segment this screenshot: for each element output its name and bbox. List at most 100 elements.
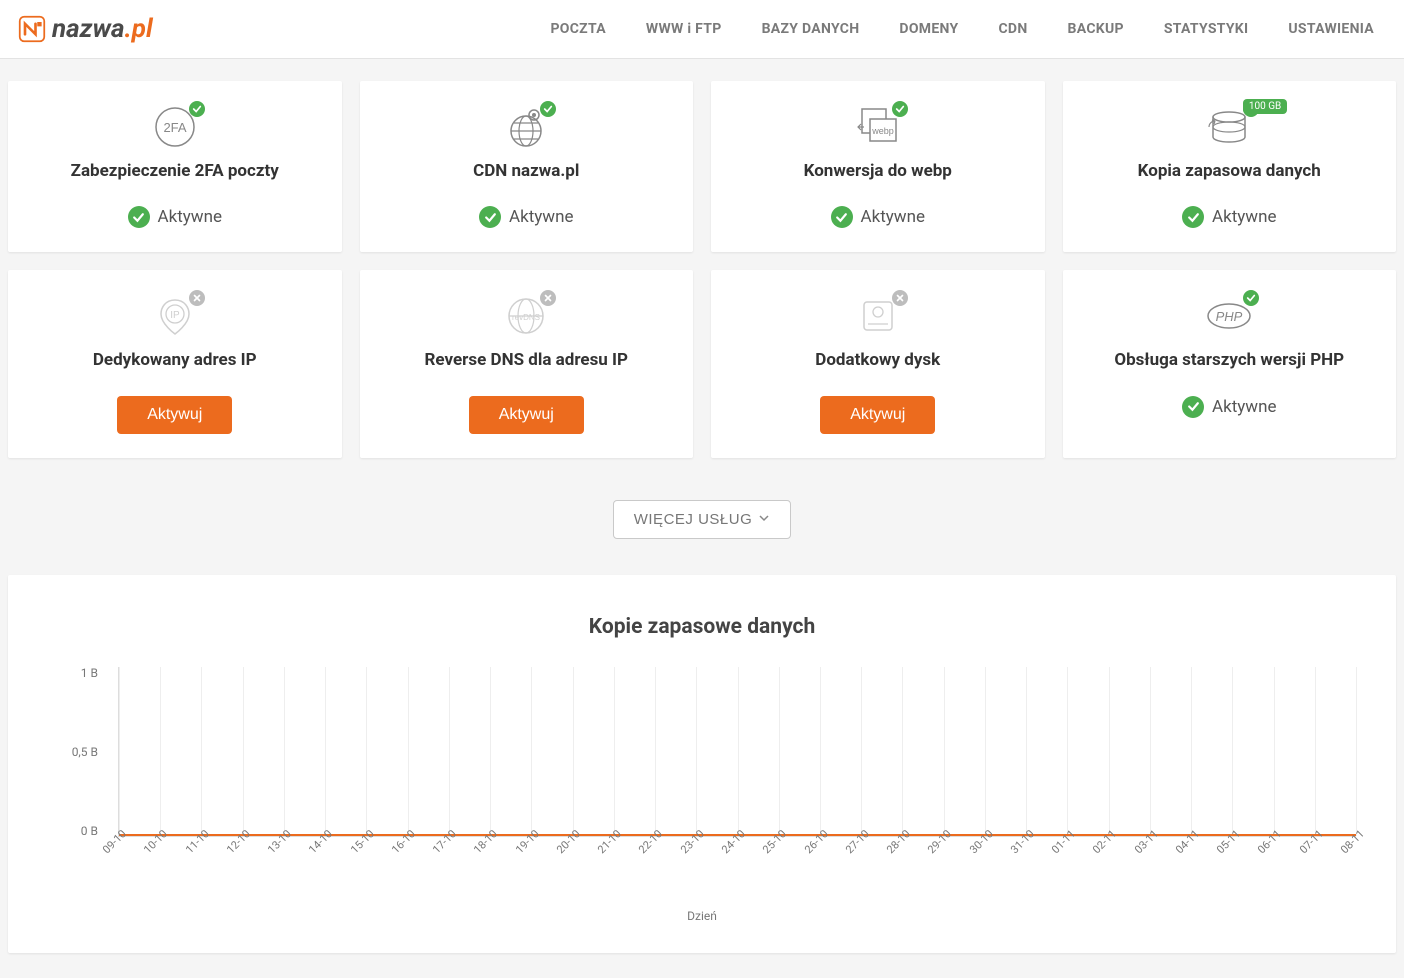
gridline	[1067, 667, 1068, 836]
status-dot-icon	[540, 101, 556, 117]
status-dot-icon	[892, 101, 908, 117]
service-cards-grid: 2FAZabezpieczenie 2FA pocztyAktywneCDN n…	[8, 81, 1396, 458]
nav-item-domeny[interactable]: DOMENY	[899, 21, 958, 37]
activate-button[interactable]: Aktywuj	[820, 396, 935, 434]
nav-item-bazy[interactable]: BAZY DANYCH	[762, 21, 860, 37]
content: 2FAZabezpieczenie 2FA pocztyAktywneCDN n…	[0, 59, 1404, 953]
gridline	[944, 667, 945, 836]
gridline	[820, 667, 821, 836]
nav-item-statystyki[interactable]: STATYSTYKI	[1164, 21, 1249, 37]
svg-text:revDNS: revDNS	[512, 313, 540, 322]
nav-item-cdn[interactable]: CDN	[998, 21, 1027, 37]
logo-text-suffix: .pl	[124, 14, 152, 44]
service-card-title: Obsługa starszych wersji PHP	[1114, 350, 1344, 371]
service-card[interactable]: 2FA Zabezpieczenie 2FA poczty Aktywne	[8, 81, 342, 252]
status-active: Aktywne	[1182, 396, 1277, 418]
status-dot-icon	[540, 290, 556, 306]
service-card[interactable]: revDNS Reverse DNS dla adresu IP Aktywuj	[360, 270, 694, 457]
plot-area	[118, 667, 1356, 837]
more-services-button[interactable]: WIĘCEJ USŁUG	[613, 500, 792, 539]
gridline	[1150, 667, 1151, 836]
check-icon	[128, 206, 150, 228]
service-card-title: Kopia zapasowa danych	[1138, 161, 1321, 182]
service-card[interactable]: 100 GB Kopia zapasowa danych Aktywne	[1063, 81, 1397, 252]
activate-button[interactable]: Aktywuj	[117, 396, 232, 434]
service-card-title: Dedykowany adres IP	[93, 350, 257, 371]
status-active-label: Aktywne	[861, 207, 926, 227]
status-active-label: Aktywne	[1212, 207, 1277, 227]
nav-item-backup[interactable]: BACKUP	[1068, 21, 1124, 37]
status-active-label: Aktywne	[1212, 397, 1277, 417]
x-axis-title: Dzień	[38, 909, 1366, 923]
svg-text:PHP: PHP	[1216, 309, 1243, 324]
check-icon	[1182, 396, 1204, 418]
y-tick-top: 1 B	[38, 667, 108, 679]
php-icon: PHP	[1201, 292, 1257, 340]
nav-item-www[interactable]: WWW i FTP	[646, 21, 722, 37]
main-nav: POCZTA WWW i FTP BAZY DANYCH DOMENY CDN …	[550, 21, 1374, 37]
gridline	[1232, 667, 1233, 836]
gridline	[1109, 667, 1110, 836]
status-active: Aktywne	[128, 206, 223, 228]
logo-icon	[18, 15, 46, 43]
gridline	[1191, 667, 1192, 836]
status-active: Aktywne	[479, 206, 574, 228]
gridline	[573, 667, 574, 836]
status-dot-icon	[892, 290, 908, 306]
service-card[interactable]: IP Dedykowany adres IP Aktywuj	[8, 270, 342, 457]
gridline	[490, 667, 491, 836]
y-axis: 1 B 0,5 B 0 B	[38, 667, 108, 837]
2fa-icon: 2FA	[147, 103, 203, 151]
check-icon	[1182, 206, 1204, 228]
gridline	[738, 667, 739, 836]
more-services-row: WIĘCEJ USŁUG	[8, 500, 1396, 539]
ip-icon: IP	[147, 292, 203, 340]
more-services-label: WIĘCEJ USŁUG	[634, 511, 753, 528]
x-axis-labels: 09-1010-1011-1012-1013-1014-1015-1016-10…	[118, 839, 1356, 879]
revdns-icon: revDNS	[498, 292, 554, 340]
activate-button[interactable]: Aktywuj	[469, 396, 584, 434]
y-tick-bot: 0 B	[38, 825, 108, 837]
gridline	[284, 667, 285, 836]
header: nazwa.pl POCZTA WWW i FTP BAZY DANYCH DO…	[0, 0, 1404, 59]
gridline	[366, 667, 367, 836]
gridline	[531, 667, 532, 836]
service-card-title: Zabezpieczenie 2FA poczty	[71, 161, 279, 182]
gridline	[655, 667, 656, 836]
service-card-title: Konwersja do webp	[804, 161, 952, 182]
service-card[interactable]: Dodatkowy dysk Aktywuj	[711, 270, 1045, 457]
gridline	[201, 667, 202, 836]
capacity-badge: 100 GB	[1243, 99, 1287, 114]
gridline	[449, 667, 450, 836]
status-active: Aktywne	[831, 206, 926, 228]
service-card[interactable]: PHP Obsługa starszych wersji PHP Aktywne	[1063, 270, 1397, 457]
gridline	[243, 667, 244, 836]
globe-icon	[498, 103, 554, 151]
gridline	[325, 667, 326, 836]
chart-title: Kopie zapasowe danych	[38, 615, 1366, 639]
gridline	[408, 667, 409, 836]
gridline	[614, 667, 615, 836]
service-card[interactable]: CDN nazwa.pl Aktywne	[360, 81, 694, 252]
chevron-down-icon	[758, 511, 770, 528]
service-card-title: Reverse DNS dla adresu IP	[425, 350, 628, 371]
status-dot-icon	[189, 101, 205, 117]
service-card-title: Dodatkowy dysk	[815, 350, 940, 371]
gridline	[160, 667, 161, 836]
status-active-label: Aktywne	[509, 207, 574, 227]
gridline	[985, 667, 986, 836]
logo[interactable]: nazwa.pl	[18, 14, 153, 44]
nav-item-poczta[interactable]: POCZTA	[550, 21, 605, 37]
disk-icon	[850, 292, 906, 340]
service-card[interactable]: webpKonwersja do webpAktywne	[711, 81, 1045, 252]
status-dot-icon	[189, 290, 205, 306]
gridline	[1274, 667, 1275, 836]
gridline	[119, 667, 120, 836]
gridline	[861, 667, 862, 836]
check-icon	[831, 206, 853, 228]
service-card-title: CDN nazwa.pl	[473, 161, 579, 182]
nav-item-ustawienia[interactable]: USTAWIENIA	[1288, 21, 1374, 37]
svg-text:IP: IP	[170, 310, 180, 321]
y-tick-mid: 0,5 B	[38, 746, 108, 758]
status-dot-icon	[1243, 290, 1259, 306]
